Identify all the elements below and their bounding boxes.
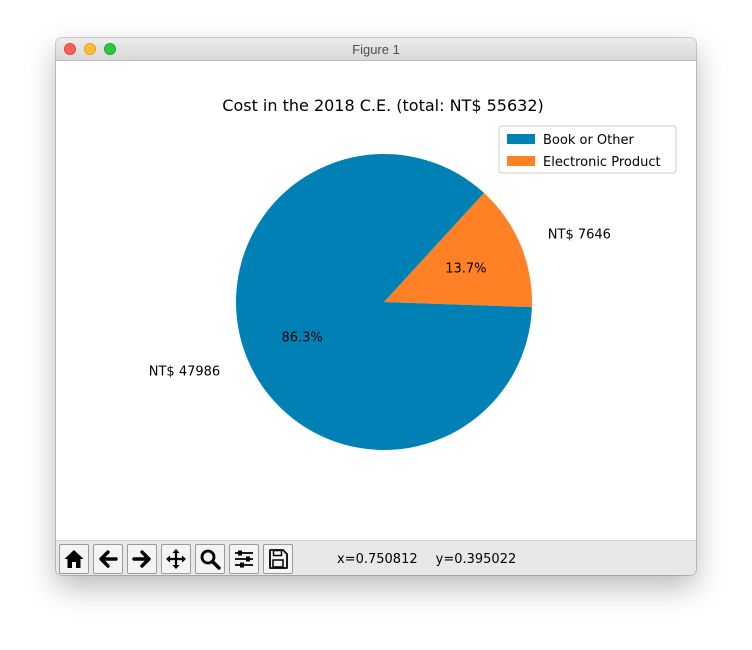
pie-chart: Cost in the 2018 C.E. (total: NT$ 55632)… [149, 96, 677, 451]
close-window-button[interactable] [64, 43, 76, 55]
slice-percent-label: 86.3% [281, 330, 322, 345]
slice-value-label: NT$ 7646 [548, 227, 611, 242]
cursor-x: x=0.750812 [337, 552, 418, 567]
save-button[interactable] [263, 544, 293, 574]
chart-title: Cost in the 2018 C.E. (total: NT$ 55632) [222, 96, 543, 115]
save-icon [269, 549, 288, 569]
pie-slice-electronic-product [384, 192, 532, 308]
configure-subplots-button[interactable] [229, 544, 259, 574]
legend: Book or Other Electronic Product [498, 125, 677, 174]
zoom-button[interactable] [195, 544, 225, 574]
zoom-icon [200, 549, 221, 570]
legend-label: Electronic Product [543, 155, 661, 170]
configure-subplots-icon [235, 550, 253, 568]
slice-value-label: NT$ 47986 [149, 365, 220, 380]
legend-frame [498, 125, 677, 174]
forward-icon [132, 550, 151, 568]
cursor-coordinates: x=0.750812 y=0.395022 [337, 552, 534, 567]
minimize-window-button[interactable] [84, 43, 96, 55]
home-icon [64, 550, 84, 568]
forward-button[interactable] [127, 544, 157, 574]
figure-window: Figure 1 Cost in the 2018 C.E. (total: N… [56, 38, 696, 575]
legend-swatch [507, 134, 535, 144]
back-button[interactable] [93, 544, 123, 574]
window-title: Figure 1 [352, 42, 400, 57]
legend-label: Book or Other [543, 133, 634, 148]
navigation-toolbar: x=0.750812 y=0.395022 [56, 540, 696, 575]
pan-button[interactable] [161, 544, 191, 574]
home-button[interactable] [59, 544, 89, 574]
back-icon [99, 550, 118, 568]
slice-percent-label: 13.7% [445, 262, 486, 277]
pan-icon [166, 549, 186, 569]
pie-slice-book-or-other [235, 153, 532, 451]
legend-swatch [507, 156, 535, 166]
cursor-y: y=0.395022 [435, 552, 517, 567]
maximize-window-button[interactable] [104, 43, 116, 55]
plot-canvas[interactable]: Cost in the 2018 C.E. (total: NT$ 55632)… [56, 61, 696, 540]
title-bar[interactable]: Figure 1 [56, 38, 696, 61]
pie-labels: NT$ 7646 13.7% NT$ 47986 86.3% [149, 227, 611, 379]
pie-slices [235, 153, 532, 451]
